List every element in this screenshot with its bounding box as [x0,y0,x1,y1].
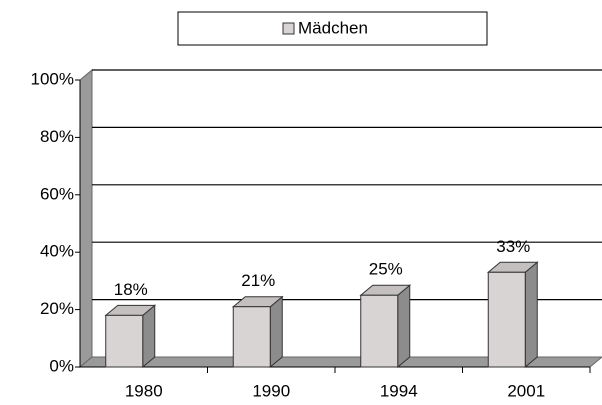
data-label: 33% [496,237,530,256]
bar-side [142,304,156,369]
bar [105,314,144,368]
y-tick-label: 40% [40,242,74,261]
x-tick-label: 2001 [507,381,545,400]
bar-side [524,261,538,369]
bar [232,306,271,368]
legend-swatch [282,22,295,35]
bar-side [269,295,283,369]
x-tick-label: 1990 [252,381,290,400]
x-tick-label: 1994 [380,381,418,400]
bar [360,294,399,368]
bar [487,271,526,368]
y-tick-label: 20% [40,299,74,318]
legend-box [177,11,488,46]
y-tick-label: 80% [40,127,74,146]
data-label: 18% [114,280,148,299]
bar-side [397,284,411,369]
side-wall [79,68,93,369]
data-label: 25% [369,260,403,279]
data-label: 21% [241,271,275,290]
y-tick-label: 60% [40,184,74,203]
x-tick-label: 1980 [125,381,163,400]
legend-label: Mädchen [298,18,368,37]
y-tick-label: 100% [31,69,74,88]
y-tick-label: 0% [49,356,74,375]
